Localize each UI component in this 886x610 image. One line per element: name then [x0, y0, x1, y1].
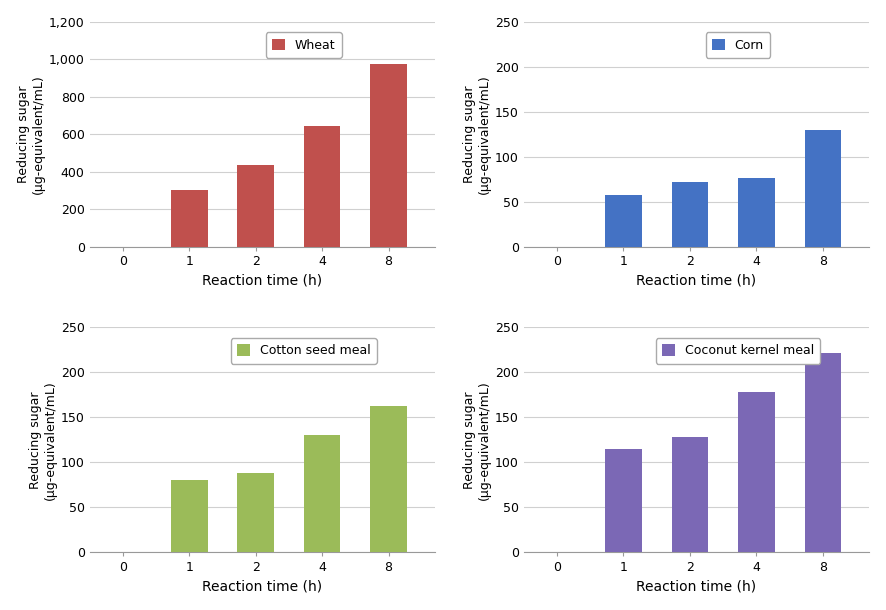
Legend: Cotton seed meal: Cotton seed meal: [231, 338, 377, 364]
Legend: Corn: Corn: [706, 32, 770, 58]
X-axis label: Reaction time (h): Reaction time (h): [636, 580, 757, 594]
Bar: [370, 406, 407, 553]
Y-axis label: Reducing sugar
(µg-equivalent/mL): Reducing sugar (µg-equivalent/mL): [462, 380, 491, 500]
Y-axis label: Reducing sugar
(µg-equivalent/mL): Reducing sugar (µg-equivalent/mL): [17, 74, 44, 194]
Legend: Coconut kernel meal: Coconut kernel meal: [656, 338, 820, 364]
Bar: [237, 473, 274, 553]
X-axis label: Reaction time (h): Reaction time (h): [202, 580, 323, 594]
Bar: [804, 353, 841, 553]
Bar: [237, 165, 274, 247]
Bar: [738, 178, 774, 247]
Bar: [672, 437, 708, 553]
X-axis label: Reaction time (h): Reaction time (h): [202, 274, 323, 288]
Bar: [171, 190, 207, 247]
Bar: [804, 130, 841, 247]
Bar: [605, 449, 641, 553]
Bar: [370, 64, 407, 247]
Bar: [171, 481, 207, 553]
Bar: [304, 436, 340, 553]
Y-axis label: Reducing sugar
(µg-equivalent/mL): Reducing sugar (µg-equivalent/mL): [462, 74, 491, 194]
Y-axis label: Reducing sugar
(µg-equivalent/mL): Reducing sugar (µg-equivalent/mL): [28, 380, 57, 500]
Legend: Wheat: Wheat: [266, 32, 342, 58]
Bar: [304, 126, 340, 247]
X-axis label: Reaction time (h): Reaction time (h): [636, 274, 757, 288]
Bar: [605, 195, 641, 247]
Bar: [738, 392, 774, 553]
Bar: [672, 182, 708, 247]
